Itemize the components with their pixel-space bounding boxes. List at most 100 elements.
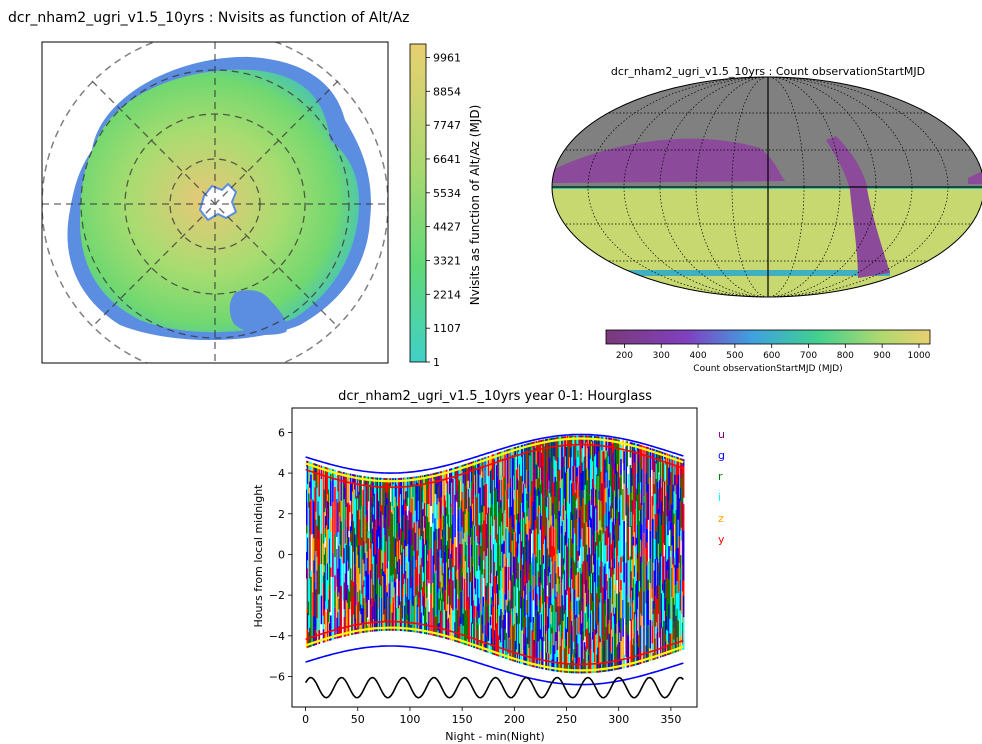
obs-strip — [618, 540, 620, 563]
obs-strip — [564, 472, 567, 511]
obs-strip — [466, 601, 469, 610]
obs-strip — [609, 449, 612, 487]
obs-strip — [344, 610, 347, 637]
obs-strip — [622, 599, 624, 637]
obs-strip — [607, 623, 610, 663]
obs-strip — [601, 598, 604, 636]
obs-strip — [534, 520, 537, 558]
obs-strip — [373, 589, 376, 602]
obs-strip — [516, 446, 519, 459]
obs-strip — [383, 509, 385, 528]
obs-strip — [419, 523, 422, 534]
obs-strip — [384, 552, 386, 575]
obs-strip — [382, 550, 384, 563]
obs-strip — [528, 573, 530, 581]
obs-strip — [375, 594, 378, 603]
obs-strip — [317, 483, 320, 502]
obs-strip — [435, 543, 438, 571]
obs-strip — [643, 453, 645, 488]
obs-strip — [528, 442, 530, 456]
obs-strip — [681, 501, 684, 530]
obs-strip — [641, 445, 643, 469]
obs-strip — [475, 616, 477, 649]
obs-strip — [423, 608, 426, 634]
obs-strip — [581, 563, 584, 572]
obs-strip — [339, 609, 342, 638]
obs-strip — [347, 607, 350, 636]
obs-strip — [376, 573, 379, 580]
obs-strip — [596, 467, 598, 475]
obs-strip — [569, 457, 571, 468]
obs-strip — [383, 596, 385, 615]
obs-strip — [678, 590, 681, 620]
obs-strip — [619, 632, 621, 642]
obs-strip — [357, 475, 359, 499]
obs-strip — [595, 453, 597, 476]
obs-strip — [643, 533, 645, 556]
obs-strip — [517, 554, 520, 563]
obs-strip — [456, 491, 458, 503]
obs-strip — [609, 532, 612, 560]
obs-strip — [374, 554, 377, 590]
obs-strip — [443, 585, 446, 610]
obs-strip — [498, 452, 500, 483]
obs-strip — [411, 476, 414, 486]
obs-strip — [457, 569, 459, 600]
altaz-low-patch — [229, 290, 288, 335]
obs-strip — [587, 571, 590, 590]
obs-strip — [360, 545, 362, 569]
obs-strip — [441, 559, 444, 576]
obs-strip — [629, 447, 632, 458]
obs-strip — [539, 582, 542, 613]
obs-strip — [369, 521, 372, 534]
obs-strip — [609, 625, 612, 652]
obs-strip — [459, 535, 462, 545]
obs-strip — [385, 492, 387, 518]
obs-strip — [440, 612, 443, 638]
obs-strip — [626, 441, 629, 467]
obs-strip — [552, 482, 554, 504]
obs-strip — [347, 537, 350, 563]
obs-strip — [587, 469, 590, 503]
obs-strip — [551, 437, 553, 462]
obs-strip — [633, 618, 636, 633]
obs-strip — [623, 654, 625, 669]
obs-strip — [655, 463, 658, 479]
obs-strip — [605, 457, 608, 473]
obs-strip — [497, 575, 499, 585]
obs-strip — [553, 593, 555, 625]
obs-strip — [577, 634, 580, 644]
obs-strip — [629, 515, 632, 528]
obs-strip — [447, 582, 450, 596]
obs-strip — [662, 481, 665, 512]
obs-strip — [640, 587, 642, 604]
obs-strip — [499, 455, 501, 480]
obs-strip — [630, 598, 633, 620]
obs-strip — [484, 470, 487, 484]
obs-strip — [594, 485, 596, 507]
obs-strip — [499, 501, 501, 527]
obs-strip — [547, 438, 549, 440]
obs-strip — [542, 563, 545, 571]
obs-strip — [398, 559, 401, 582]
obs-strip — [379, 584, 381, 598]
obs-strip — [540, 595, 543, 608]
obs-strip — [401, 479, 403, 504]
obs-strip — [584, 469, 587, 485]
obs-strip — [641, 541, 643, 563]
obs-strip — [601, 450, 604, 484]
obs-strip — [599, 445, 601, 483]
obs-strip — [410, 587, 412, 612]
obs-strip — [318, 496, 321, 516]
obs-strip — [557, 457, 560, 471]
obs-strip — [564, 510, 567, 532]
obs-strip — [358, 511, 360, 546]
obs-strip — [357, 538, 359, 556]
obs-strip — [402, 605, 404, 619]
obs-strip — [604, 488, 607, 513]
obs-strip — [593, 610, 595, 639]
obs-strip — [312, 609, 314, 618]
obs-strip — [461, 470, 464, 492]
obs-strip — [583, 435, 586, 457]
obs-strip — [640, 509, 642, 540]
